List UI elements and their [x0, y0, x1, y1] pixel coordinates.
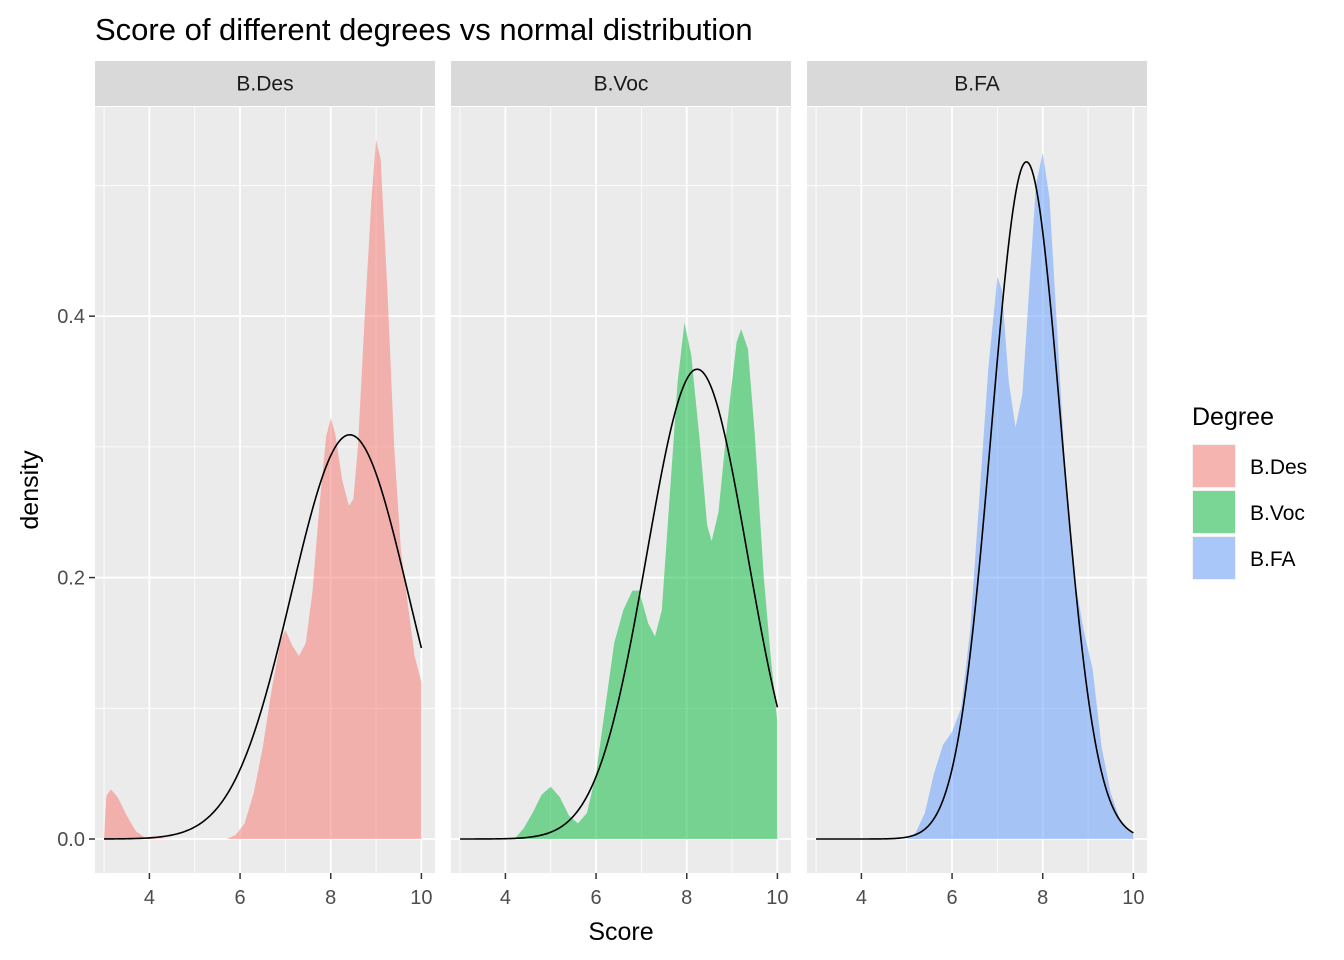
- y-tick-label: 0.2: [57, 568, 85, 590]
- facet-strip-label: B.Des: [236, 73, 293, 96]
- legend-key: [1193, 537, 1235, 579]
- x-axis-title: Score: [588, 918, 653, 946]
- legend-key: [1193, 445, 1235, 487]
- x-tick-label: 6: [947, 887, 958, 909]
- facet-panel: B.Des 4 6 8 10: [95, 61, 435, 909]
- x-tick-label: 4: [856, 887, 867, 909]
- facet-strip: [807, 61, 1147, 106]
- normal-curve: [104, 433, 423, 840]
- x-tick-label: 8: [325, 887, 336, 909]
- y-axis-title: density: [16, 450, 44, 530]
- chart-title: Score of different degrees vs normal dis…: [95, 12, 753, 47]
- facet-panel: B.Voc 4 6 8 10: [451, 61, 791, 909]
- legend-label: B.Voc: [1250, 502, 1305, 525]
- facet-strip-label: B.Voc: [594, 73, 649, 96]
- density-area: [104, 139, 422, 840]
- x-tick-label: 10: [766, 887, 788, 909]
- facet-panel: B.FA 4 6 8 10: [807, 61, 1147, 909]
- y-tick-label: 0.4: [57, 306, 85, 328]
- normal-curve: [460, 368, 779, 840]
- x-tick-label: 8: [681, 887, 692, 909]
- x-tick-label: 10: [410, 887, 432, 909]
- x-tick-label: 6: [591, 887, 602, 909]
- legend-label: B.FA: [1250, 548, 1296, 571]
- facet-panels: 0.0 0.2 0.4 B.Des 4 6 8 10 B.Voc 4 6 8 10 B.FA 4 6 8 10: [57, 61, 1147, 909]
- legend-title: Degree: [1192, 403, 1274, 431]
- x-tick-label: 6: [235, 887, 246, 909]
- density-area: [514, 322, 778, 840]
- facet-strip: [451, 61, 791, 106]
- y-tick-label: 0.0: [57, 829, 85, 851]
- normal-curve: [816, 161, 1134, 840]
- facet-strip-label: B.FA: [954, 73, 1000, 96]
- legend: Degree B.Des B.Voc B.FA: [1192, 403, 1307, 580]
- density-area: [906, 152, 1134, 840]
- x-tick-label: 10: [1122, 887, 1144, 909]
- x-tick-label: 4: [144, 887, 155, 909]
- x-tick-label: 4: [500, 887, 511, 909]
- legend-key: [1193, 491, 1235, 533]
- x-tick-label: 8: [1037, 887, 1048, 909]
- legend-label: B.Des: [1250, 456, 1307, 479]
- facet-strip: [95, 61, 435, 106]
